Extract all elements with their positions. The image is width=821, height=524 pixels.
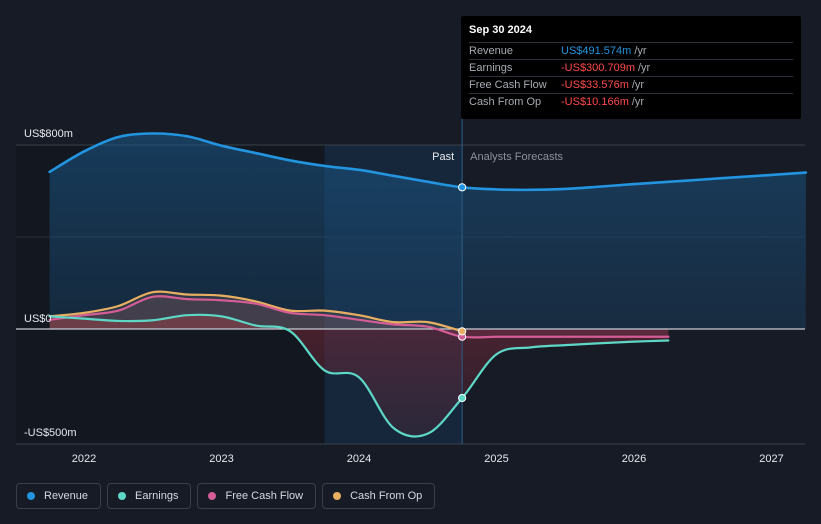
tooltip-row-free-cash-flow: Free Cash Flow -US$33.576m/yr <box>469 76 793 94</box>
y-tick-label: US$0 <box>24 313 52 325</box>
tooltip-row-revenue: Revenue US$491.574m/yr <box>469 42 793 60</box>
tooltip-label: Cash From Op <box>469 96 542 108</box>
tooltip-value: -US$10.166m/yr <box>561 96 645 108</box>
x-tick-label: 2023 <box>209 453 233 465</box>
tooltip-value: -US$300.709m/yr <box>561 62 651 74</box>
x-tick-label: 2027 <box>759 453 783 465</box>
tooltip-label: Free Cash Flow <box>469 79 547 91</box>
legend-dot-icon <box>27 492 35 500</box>
x-tick-label: 2026 <box>622 453 646 465</box>
x-tick-label: 2025 <box>484 453 508 465</box>
legend-label: Revenue <box>44 490 89 502</box>
legend-item-free-cash-flow[interactable]: Free Cash Flow <box>197 483 317 509</box>
x-tick-label: 2022 <box>72 453 96 465</box>
series-area-cash-from-op <box>49 291 463 332</box>
legend-dot-icon <box>208 492 217 500</box>
legend-dot-icon <box>333 492 342 500</box>
series-line-free-cash-flow <box>48 295 670 339</box>
marker-revenue <box>458 183 467 192</box>
series-area-free-cash-flow <box>49 296 669 338</box>
chart-legend: Revenue Earnings Free Cash Flow Cash Fro… <box>16 483 436 511</box>
tooltip-label: Earnings <box>469 62 513 74</box>
tooltip-row-cash-from-op: Cash From Op -US$10.166m/yr <box>469 93 793 111</box>
legend-label: Earnings <box>135 490 179 502</box>
y-tick-label: -US$500m <box>24 427 77 439</box>
tooltip-label: Revenue <box>469 45 514 57</box>
series-line-revenue <box>48 132 808 192</box>
tooltip-value: US$491.574m/yr <box>561 45 647 57</box>
y-tick-label: US$800m <box>24 128 73 140</box>
legend-item-revenue[interactable]: Revenue <box>16 483 102 509</box>
earnings-area <box>49 314 669 437</box>
x-tick-label: 2024 <box>347 453 371 465</box>
tooltip-value: -US$33.576m/yr <box>561 79 645 91</box>
marker-cash-from-op <box>458 327 467 336</box>
legend-label: Cash From Op <box>350 490 423 502</box>
revenue-area <box>49 133 806 329</box>
tooltip-date: Sep 30 2024 <box>469 24 532 36</box>
series-line-cash-from-op <box>48 290 464 333</box>
legend-item-earnings[interactable]: Earnings <box>107 483 192 509</box>
legend-dot-icon <box>118 492 127 500</box>
past-label: Past <box>432 151 454 163</box>
legend-item-cash-from-op[interactable]: Cash From Op <box>322 483 436 509</box>
tooltip-row-earnings: Earnings -US$300.709m/yr <box>469 59 793 77</box>
legend-label: Free Cash Flow <box>225 490 304 502</box>
marker-earnings <box>458 393 467 403</box>
forecast-label: Analysts Forecasts <box>470 151 563 163</box>
series-line-earnings <box>48 313 670 438</box>
tooltip-panel: Sep 30 2024 Revenue US$491.574m/yr Earni… <box>461 16 801 119</box>
